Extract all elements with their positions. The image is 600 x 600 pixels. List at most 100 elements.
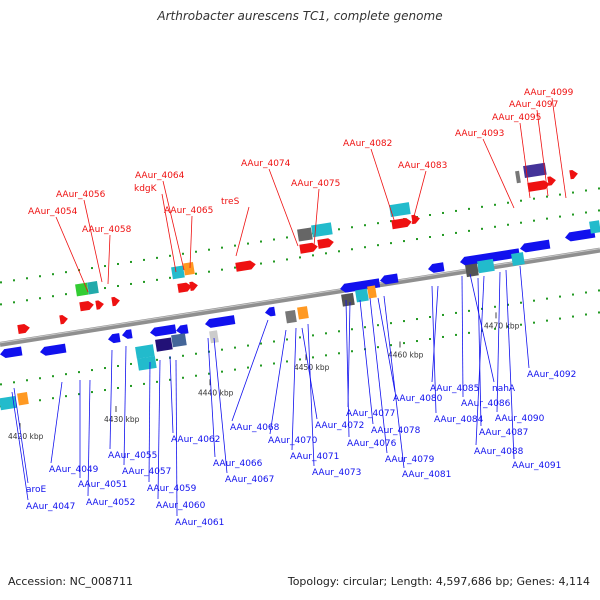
tick-dot: [130, 384, 132, 387]
tick-dot: [442, 233, 444, 236]
tick-dot: [481, 205, 483, 208]
tick-dot: [507, 303, 509, 306]
tick-dot: [91, 369, 93, 372]
tick-dot: [221, 348, 223, 351]
tick-dot: [26, 277, 28, 280]
gene-label-top: treS: [221, 197, 240, 207]
label-leader-line: [231, 319, 269, 422]
gene-label-top: AAur_4075: [291, 179, 340, 189]
label-leader-line: [519, 265, 530, 369]
gene-label-top: AAur_4082: [343, 139, 392, 149]
gene-label-bottom: AAur_4078: [371, 426, 421, 436]
reverse-gene: [520, 239, 551, 253]
tick-dot: [520, 301, 522, 304]
tick-dot: [104, 265, 106, 268]
tick-dot: [598, 289, 600, 292]
gene-label-bottom: AAur_4070: [268, 436, 318, 446]
tick-dot: [377, 324, 379, 327]
label-leader-line: [411, 170, 427, 225]
tick-dot: [598, 311, 600, 314]
tick-dot: [312, 356, 314, 359]
tick-dot: [507, 223, 509, 226]
tick-dot: [260, 262, 262, 265]
feature-block: [511, 252, 525, 266]
tick-dot: [104, 287, 106, 290]
tick-dot: [507, 325, 509, 328]
label-leader-line: [377, 297, 396, 393]
tick-dot: [156, 380, 158, 383]
tick-dot: [195, 250, 197, 253]
tick-dot: [429, 214, 431, 217]
feature-block: [183, 261, 195, 276]
forward-gene: [95, 300, 104, 310]
gene-label-bottom: AAur_4047: [26, 502, 75, 512]
tick-dot: [143, 382, 145, 385]
gene-label-top: AAur_4065: [164, 206, 213, 216]
tick-dot: [117, 364, 119, 367]
tick-dot: [78, 393, 80, 396]
tick-dot: [169, 254, 171, 257]
tick-dot: [390, 322, 392, 325]
gene-label-bottom: AAur_4055: [108, 451, 157, 461]
tick-dot: [377, 346, 379, 349]
tick-dot: [0, 383, 2, 386]
gene-label-bottom: AAur_4057: [122, 467, 171, 477]
tick-dot: [13, 301, 15, 304]
tick-dot: [455, 311, 457, 314]
gene-label-bottom: AAur_4092: [527, 370, 576, 380]
tick-dot: [91, 267, 93, 270]
forward-gene: [299, 242, 318, 254]
tick-dot: [299, 336, 301, 339]
tick-dot: [559, 215, 561, 218]
label-leader-line: [50, 381, 63, 464]
tick-dot: [572, 213, 574, 216]
label-leader-line: [461, 275, 464, 398]
tick-dot: [65, 271, 67, 274]
label-leader-line: [11, 391, 29, 501]
tick-dot: [429, 338, 431, 341]
label-leader-line: [359, 299, 374, 425]
tick-dot: [169, 378, 171, 381]
gene-label-top: AAur_4058: [82, 225, 132, 235]
tick-dot: [130, 260, 132, 263]
tick-dot: [546, 297, 548, 300]
label-leader-line: [383, 295, 405, 469]
gene-label-bottom: AAur_4061: [175, 518, 224, 528]
tick-dot: [273, 340, 275, 343]
forward-gene: [317, 238, 334, 249]
tick-dot: [585, 313, 587, 316]
tick-dot: [468, 309, 470, 312]
tick-dot: [117, 262, 119, 265]
feature-block: [135, 344, 155, 359]
feature-block: [209, 330, 219, 344]
label-leader-line: [519, 122, 531, 199]
gene-label-bottom: AAur_4076: [347, 439, 397, 449]
feature-block: [171, 333, 187, 348]
tick-dot: [364, 326, 366, 329]
tick-dot: [78, 371, 80, 374]
tick-dot: [65, 373, 67, 376]
label-leader-line: [307, 323, 315, 467]
tick-dot: [0, 281, 2, 284]
tick-dot: [234, 244, 236, 247]
tick-dot: [325, 252, 327, 255]
genome-backbone-highlight: [0, 248, 600, 344]
forward-gene: [391, 218, 412, 230]
tick-dot: [494, 225, 496, 228]
tick-dot: [299, 358, 301, 361]
tick-dot: [338, 352, 340, 355]
tick-dot: [273, 260, 275, 263]
tick-dot: [299, 256, 301, 259]
tick-dot: [533, 219, 535, 222]
reverse-gene: [459, 248, 520, 266]
forward-gene: [177, 282, 192, 293]
label-leader-line: [469, 273, 495, 383]
scale-tick-label: 4450 kbp: [294, 363, 330, 372]
forward-gene: [527, 180, 550, 192]
tick-dot: [351, 248, 353, 251]
label-leader-line: [55, 216, 89, 293]
tick-dot: [273, 362, 275, 365]
tick-dot: [234, 346, 236, 349]
feature-block: [171, 265, 185, 280]
label-leader-line: [189, 215, 193, 269]
